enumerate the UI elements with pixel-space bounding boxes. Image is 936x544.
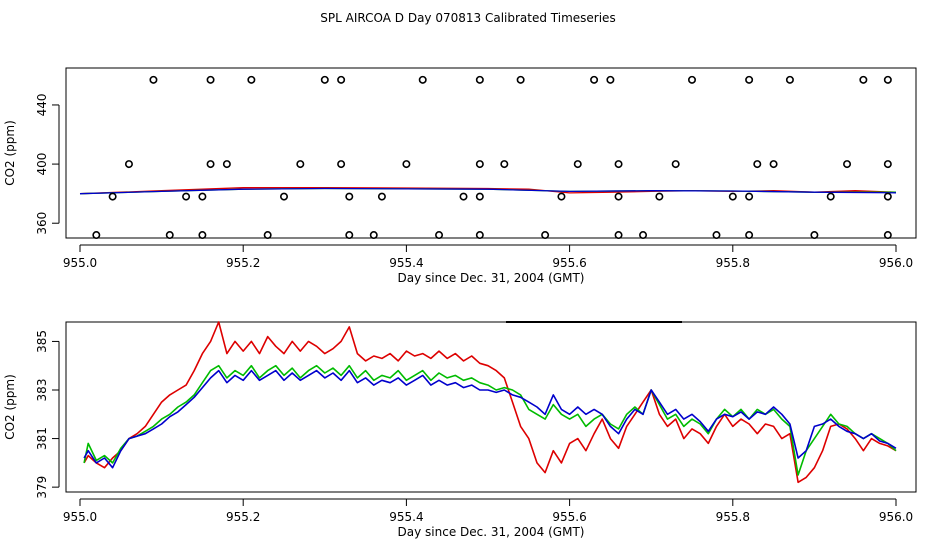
plot-frame	[65, 321, 917, 493]
x-axis-label: Day since Dec. 31, 2004 (GMT)	[398, 525, 585, 539]
flag-point	[149, 75, 158, 84]
x-tick-label: 955.8	[716, 256, 750, 270]
flag-point	[247, 75, 256, 84]
flag-point	[614, 160, 623, 169]
flag-point	[475, 192, 484, 201]
flag-point	[728, 192, 737, 201]
series-green-line	[83, 364, 897, 476]
figure-title: SPL AIRCOA D Day 070813 Calibrated Times…	[320, 11, 615, 25]
flag-point	[337, 160, 346, 169]
flag-point	[182, 192, 191, 201]
flag-point	[883, 75, 892, 84]
flag-point	[337, 75, 346, 84]
y-tick-label: 379	[35, 476, 49, 499]
flag-point	[198, 192, 207, 201]
x-tick-label: 955.8	[716, 510, 750, 524]
flag-point	[475, 231, 484, 240]
x-tick-label: 955.0	[63, 256, 97, 270]
x-tick-label: 956.0	[879, 256, 913, 270]
flag-point	[198, 231, 207, 240]
flag-point	[745, 192, 754, 201]
plot-frame	[65, 67, 917, 239]
flag-point	[206, 160, 215, 169]
x-tick-label: 956.0	[879, 510, 913, 524]
flag-point	[859, 75, 868, 84]
series-red-line	[83, 321, 897, 484]
flag-point	[320, 75, 329, 84]
x-tick-label: 955.4	[389, 256, 423, 270]
flag-point	[810, 231, 819, 240]
x-tick-label: 955.0	[63, 510, 97, 524]
x-axis-label: Day since Dec. 31, 2004 (GMT)	[398, 271, 585, 285]
flag-point	[296, 160, 305, 169]
flag-point	[369, 231, 378, 240]
flag-point	[590, 75, 599, 84]
x-tick-label: 955.2	[226, 256, 260, 270]
y-tick-label: 383	[35, 379, 49, 402]
x-tick-label: 955.4	[389, 510, 423, 524]
flag-point	[377, 192, 386, 201]
flag-point	[614, 231, 623, 240]
flag-point	[712, 231, 721, 240]
flag-point	[826, 192, 835, 201]
y-tick-label: 385	[35, 330, 49, 353]
flag-point	[606, 75, 615, 84]
flag-point	[475, 75, 484, 84]
series-blue-line	[83, 369, 897, 469]
flag-point	[206, 75, 215, 84]
panel-bottom: Day since Dec. 31, 2004 (GMT) CO2 (ppm) …	[3, 321, 917, 539]
y-tick-label: 381	[35, 427, 49, 450]
flag-point	[263, 231, 272, 240]
flag-point	[769, 160, 778, 169]
flag-point	[345, 192, 354, 201]
flag-point	[541, 231, 550, 240]
y-tick-label: 440	[35, 94, 49, 117]
flag-point	[459, 192, 468, 201]
y-axis-label: CO2 (ppm)	[3, 120, 17, 186]
flag-point	[418, 75, 427, 84]
flag-point	[279, 192, 288, 201]
flag-point	[500, 160, 509, 169]
x-tick-label: 955.6	[552, 510, 586, 524]
flag-point	[108, 192, 117, 201]
flag-point	[753, 160, 762, 169]
flag-point	[785, 75, 794, 84]
flag-point	[745, 75, 754, 84]
flag-point	[222, 160, 231, 169]
flag-point	[345, 231, 354, 240]
flag-point	[124, 160, 133, 169]
flag-point	[655, 192, 664, 201]
flag-point	[573, 160, 582, 169]
flag-point	[639, 231, 648, 240]
flag-point	[402, 160, 411, 169]
flag-point	[883, 160, 892, 169]
flag-point	[557, 192, 566, 201]
flag-point	[687, 75, 696, 84]
flag-point	[435, 231, 444, 240]
x-tick-label: 955.6	[552, 256, 586, 270]
flag-point	[92, 231, 101, 240]
flag-point	[745, 231, 754, 240]
flag-point	[516, 75, 525, 84]
flag-point	[614, 192, 623, 201]
y-axis-label: CO2 (ppm)	[3, 374, 17, 440]
flag-point	[843, 160, 852, 169]
flag-point	[671, 160, 680, 169]
flag-point	[165, 231, 174, 240]
flag-point	[883, 231, 892, 240]
y-tick-label: 360	[35, 212, 49, 235]
panel-top: Day since Dec. 31, 2004 (GMT) CO2 (ppm) …	[3, 67, 917, 285]
series-blue-line	[79, 187, 897, 195]
flag-point	[475, 160, 484, 169]
flag-point	[883, 192, 892, 201]
x-tick-label: 955.2	[226, 510, 260, 524]
y-tick-label: 400	[35, 153, 49, 176]
